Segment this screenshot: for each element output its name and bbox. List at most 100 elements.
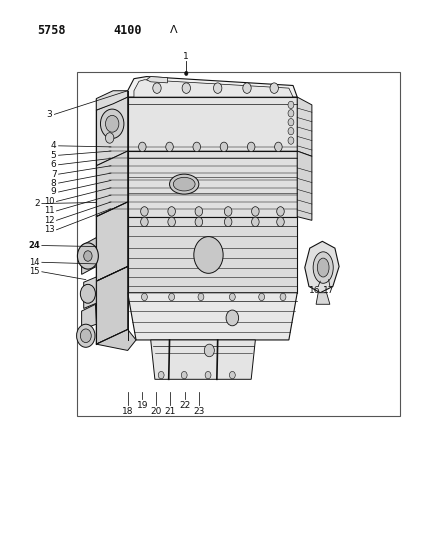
Text: 13: 13 (44, 225, 54, 235)
Circle shape (195, 207, 202, 216)
Circle shape (105, 133, 114, 143)
Polygon shape (81, 238, 96, 274)
Circle shape (288, 101, 293, 109)
Circle shape (198, 293, 203, 301)
Polygon shape (315, 293, 329, 304)
Circle shape (288, 137, 293, 144)
Polygon shape (134, 80, 292, 97)
Text: 9: 9 (51, 188, 56, 197)
Polygon shape (96, 266, 127, 344)
Circle shape (204, 344, 214, 357)
Text: 11: 11 (44, 206, 54, 215)
Text: 16: 16 (308, 286, 320, 295)
Circle shape (247, 142, 254, 151)
Circle shape (224, 217, 231, 227)
Circle shape (158, 372, 164, 379)
Circle shape (251, 207, 259, 216)
Circle shape (220, 142, 227, 151)
Polygon shape (296, 97, 311, 156)
Circle shape (269, 83, 278, 93)
Ellipse shape (173, 177, 195, 191)
Text: 17: 17 (322, 286, 334, 295)
Circle shape (168, 293, 174, 301)
Text: 3: 3 (46, 110, 52, 119)
Text: 6: 6 (51, 160, 56, 169)
Text: 15: 15 (29, 267, 40, 276)
Text: 24: 24 (28, 241, 40, 250)
Circle shape (213, 83, 222, 93)
Circle shape (83, 251, 92, 261)
Ellipse shape (312, 252, 332, 283)
Circle shape (288, 118, 293, 126)
Circle shape (229, 372, 235, 379)
Circle shape (276, 217, 284, 227)
Polygon shape (96, 329, 136, 350)
Polygon shape (83, 277, 96, 309)
Circle shape (181, 83, 190, 93)
Text: 4: 4 (51, 141, 56, 150)
Polygon shape (96, 151, 127, 216)
Circle shape (274, 142, 282, 151)
Circle shape (80, 284, 95, 303)
Text: 14: 14 (29, 258, 40, 267)
Text: 12: 12 (44, 216, 54, 225)
Circle shape (204, 372, 210, 379)
Circle shape (242, 83, 250, 93)
Polygon shape (127, 77, 296, 97)
Text: 22: 22 (179, 401, 190, 410)
Circle shape (138, 142, 146, 151)
Text: 1: 1 (183, 52, 189, 61)
Polygon shape (81, 304, 96, 329)
Text: 20: 20 (150, 407, 161, 416)
Circle shape (279, 293, 285, 301)
Circle shape (80, 329, 91, 343)
Circle shape (276, 207, 284, 216)
Circle shape (224, 207, 231, 216)
Text: Λ: Λ (169, 26, 177, 35)
Circle shape (251, 217, 259, 227)
Circle shape (167, 217, 175, 227)
Text: 8: 8 (51, 179, 56, 188)
Circle shape (181, 372, 187, 379)
Circle shape (195, 217, 202, 227)
Text: 5758: 5758 (37, 24, 66, 37)
Polygon shape (127, 293, 296, 340)
Circle shape (100, 109, 124, 139)
Circle shape (193, 237, 223, 273)
Circle shape (184, 71, 187, 76)
Circle shape (140, 207, 148, 216)
Circle shape (225, 310, 238, 326)
Text: 19: 19 (136, 401, 148, 410)
Text: 23: 23 (193, 407, 204, 416)
Polygon shape (296, 151, 311, 220)
Polygon shape (96, 91, 127, 110)
Circle shape (141, 293, 147, 301)
Polygon shape (127, 97, 296, 151)
Bar (77, 72, 399, 416)
Text: 4100: 4100 (113, 24, 141, 37)
Circle shape (77, 243, 98, 269)
Polygon shape (96, 97, 127, 166)
Circle shape (153, 83, 161, 93)
Circle shape (288, 127, 293, 135)
Polygon shape (127, 151, 296, 216)
Circle shape (193, 142, 200, 151)
Ellipse shape (169, 174, 199, 194)
Circle shape (258, 293, 264, 301)
Polygon shape (304, 241, 338, 293)
Text: 21: 21 (164, 407, 175, 416)
Circle shape (288, 110, 293, 117)
Text: 18: 18 (122, 407, 133, 416)
Circle shape (229, 293, 235, 301)
Circle shape (167, 207, 175, 216)
Ellipse shape (317, 258, 328, 277)
Text: 5: 5 (51, 151, 56, 160)
Circle shape (140, 217, 148, 227)
Polygon shape (150, 340, 255, 379)
Text: 7: 7 (51, 169, 56, 179)
Text: 10: 10 (44, 197, 54, 206)
Polygon shape (96, 202, 127, 281)
Polygon shape (146, 77, 167, 83)
Polygon shape (127, 216, 296, 293)
Circle shape (165, 142, 173, 151)
